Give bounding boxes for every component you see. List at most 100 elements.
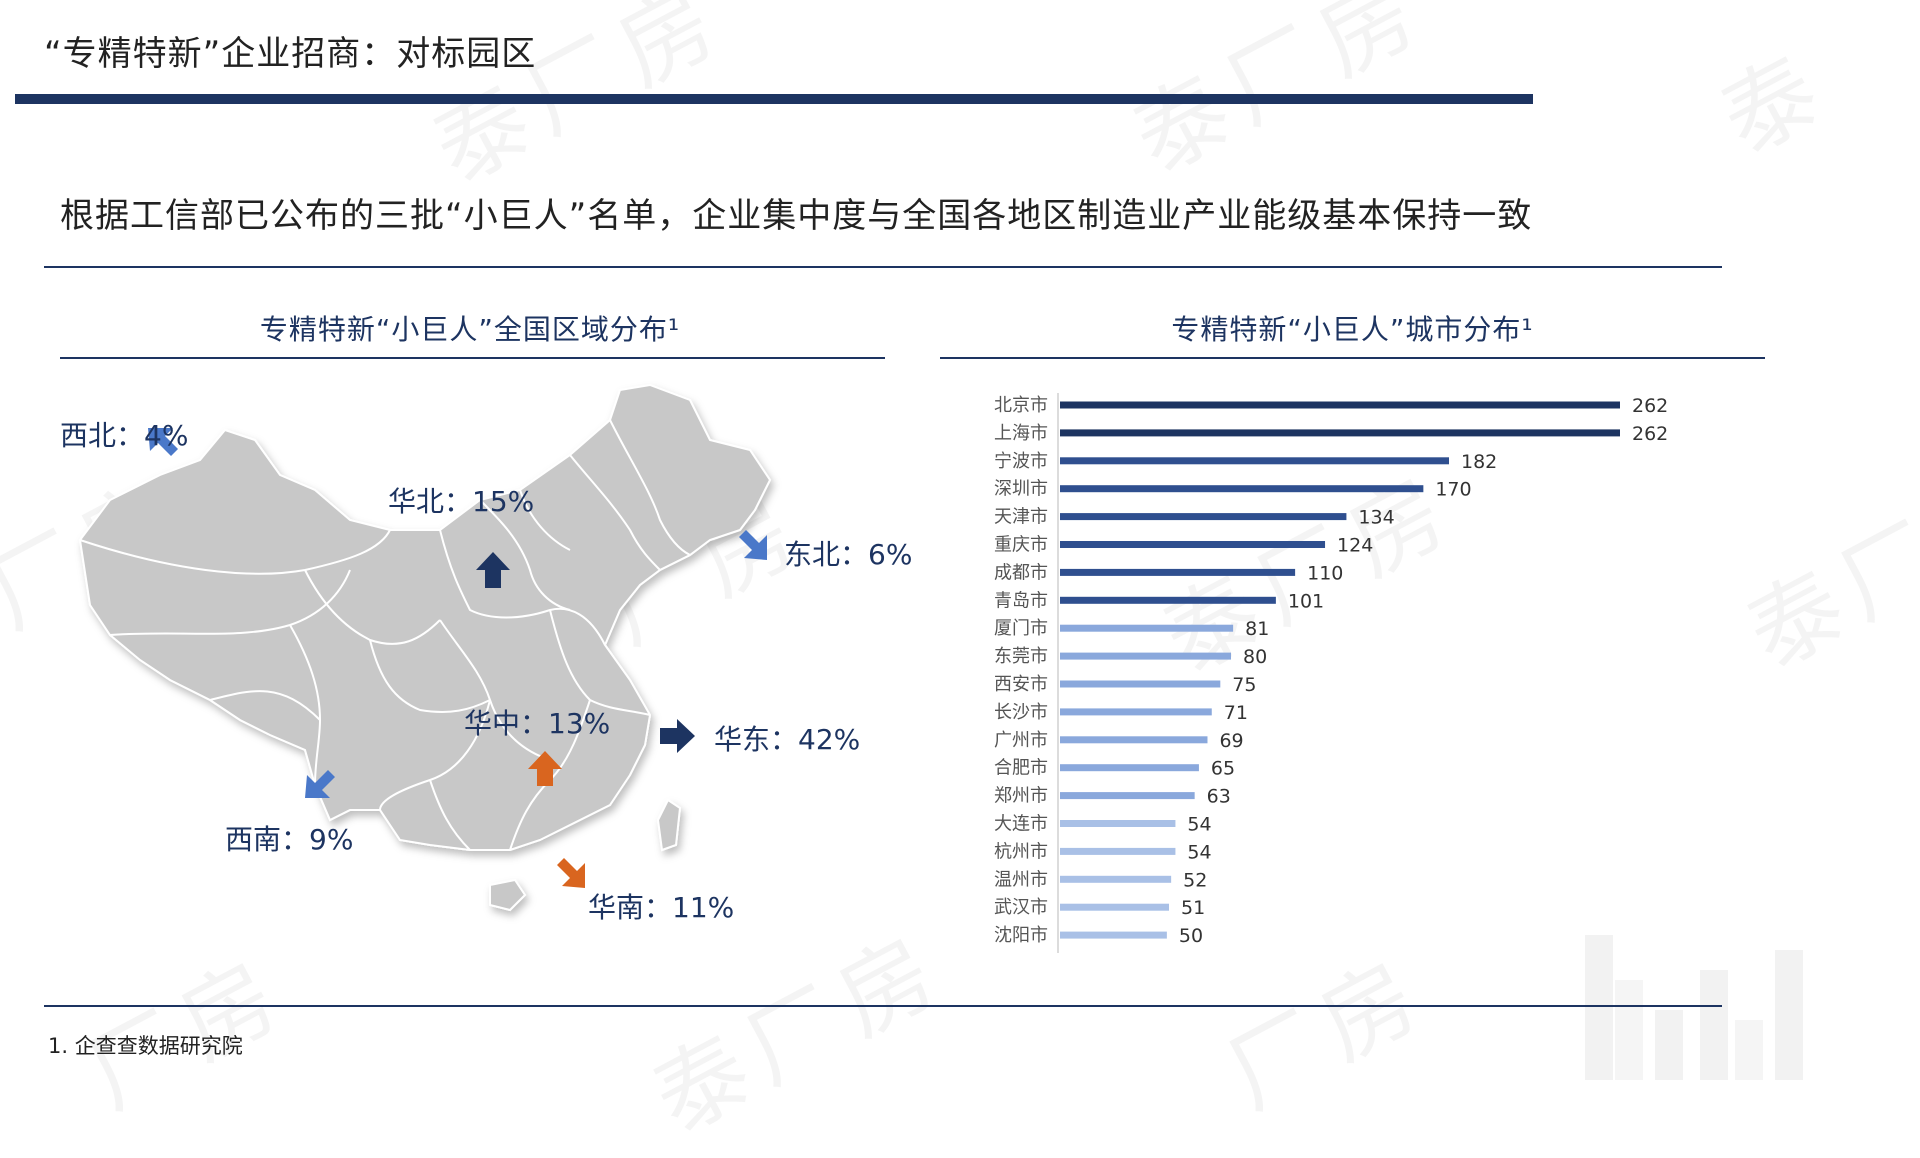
decorative-building-graphic [1585, 935, 1803, 1080]
value-label: 54 [1187, 814, 1211, 836]
region-label-south: 华南：11% [588, 891, 735, 924]
region-value: 6% [868, 538, 913, 571]
bar [1060, 652, 1231, 660]
chart-section-title: 专精特新“小巨人”城市分布¹ [1171, 313, 1534, 346]
region-name: 华东 [714, 723, 771, 756]
value-label: 170 [1435, 479, 1471, 501]
china-map [78, 383, 772, 912]
bar [1060, 875, 1172, 883]
category-label: 合肥市 [994, 758, 1048, 779]
category-label: 青岛市 [994, 590, 1048, 611]
category-label: 厦门市 [994, 618, 1048, 639]
header-bar [15, 94, 1533, 104]
region-name: 东北 [784, 538, 841, 571]
bar [1060, 401, 1620, 409]
category-label: 郑州市 [994, 786, 1048, 807]
map-section-title: 专精特新“小巨人”全国区域分布¹ [259, 313, 681, 346]
bar [1060, 792, 1195, 800]
category-label: 宁波市 [994, 451, 1048, 472]
category-label: 长沙市 [994, 702, 1048, 723]
city-bar-chart: 北京市 262 上海市 262 宁波市 182 深圳市 170 天津市 134 重庆市 124 成都市 1… [994, 393, 1668, 953]
value-label: 69 [1219, 730, 1243, 752]
region-label-northeast: 东北：6% [784, 538, 913, 571]
value-label: 52 [1183, 869, 1207, 891]
category-label: 成都市 [994, 562, 1048, 583]
value-label: 262 [1632, 423, 1668, 445]
region-value: 4% [144, 419, 189, 452]
category-label: 杭州市 [994, 841, 1048, 862]
region-label-north: 华北：15% [388, 485, 535, 518]
bar [1060, 820, 1176, 827]
region-value: 11% [672, 891, 735, 924]
value-label: 51 [1181, 897, 1205, 919]
value-label: 124 [1337, 535, 1373, 557]
region-value: 42% [798, 723, 861, 756]
bar [1060, 931, 1167, 939]
value-label: 262 [1632, 395, 1668, 417]
bar [1060, 847, 1176, 855]
category-label: 上海市 [994, 423, 1048, 444]
region-label-southwest: 西南：9% [225, 823, 354, 856]
value-label: 80 [1243, 646, 1267, 668]
map-hainan [489, 878, 527, 912]
value-label: 75 [1232, 674, 1256, 696]
category-label: 西安市 [994, 674, 1048, 695]
region-name: 华南 [588, 891, 645, 924]
subtitle-divider [44, 266, 1722, 268]
region-label-east: 华东：42% [714, 723, 861, 756]
bar [1060, 708, 1212, 716]
arrow-northeast-icon [739, 530, 767, 560]
region-label-northwest: 西北：4% [60, 419, 189, 452]
value-label: 71 [1224, 702, 1248, 724]
region-name: 华中 [464, 707, 521, 740]
bar [1060, 541, 1326, 548]
arrow-northwest-icon [148, 428, 178, 456]
value-label: 54 [1187, 841, 1211, 863]
footnote-source: 1. 企查查数据研究院 [48, 1034, 243, 1058]
category-label: 重庆市 [994, 535, 1048, 556]
region-name: 华北 [388, 485, 445, 518]
arrow-south-icon [557, 858, 585, 888]
arrow-east-icon [660, 719, 695, 753]
footer-divider [44, 1005, 1722, 1007]
value-label: 110 [1307, 562, 1343, 584]
watermark: 泰 [1695, 13, 1849, 179]
chart-section-divider [940, 357, 1765, 359]
watermark: 厂房 [61, 919, 307, 1134]
value-label: 81 [1245, 618, 1269, 640]
value-label: 134 [1358, 507, 1394, 529]
arrow-central-icon [528, 751, 562, 786]
bar [1060, 457, 1450, 465]
page-title: “专精特新”企业招商：对标园区 [44, 34, 537, 74]
value-label: 63 [1207, 786, 1231, 808]
category-label: 北京市 [994, 395, 1048, 416]
arrow-southwest-icon [305, 770, 335, 798]
category-label: 温州市 [994, 869, 1048, 890]
bar [1060, 903, 1170, 911]
region-value: 9% [309, 823, 354, 856]
region-value: 13% [548, 707, 611, 740]
bar [1060, 764, 1199, 772]
region-name: 西南 [225, 823, 282, 856]
category-label: 天津市 [994, 507, 1048, 528]
subtitle: 根据工信部已公布的三批“小巨人”名单，企业集中度与全国各地区制造业产业能级基本保… [60, 196, 1533, 236]
map-taiwan [656, 798, 682, 852]
value-label: 182 [1461, 451, 1497, 473]
bar [1060, 736, 1208, 744]
bar [1060, 513, 1347, 521]
category-label: 大连市 [994, 814, 1048, 835]
category-label: 东莞市 [994, 646, 1048, 667]
value-label: 50 [1179, 925, 1203, 947]
bar [1060, 568, 1296, 576]
bar [1060, 485, 1424, 493]
bar [1060, 624, 1234, 632]
value-label: 65 [1211, 758, 1235, 780]
bar [1060, 429, 1620, 437]
category-label: 沈阳市 [994, 925, 1048, 946]
region-name: 西北 [60, 419, 117, 452]
map-section-divider [60, 357, 885, 359]
region-value: 15% [472, 485, 535, 518]
value-label: 101 [1288, 590, 1324, 612]
category-label: 深圳市 [994, 479, 1048, 500]
arrow-north-icon [476, 552, 510, 588]
